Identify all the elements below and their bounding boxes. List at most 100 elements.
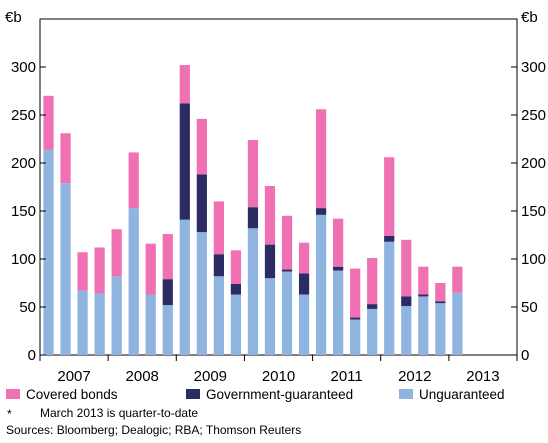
y-tick-label-left: 50 xyxy=(19,299,36,316)
y-axis-left: 0 50 100 150 200 250 300 xyxy=(11,59,46,364)
y-tick-label-right: 0 xyxy=(521,347,529,364)
bar-covered-bonds xyxy=(264,186,276,245)
bar-unguaranteed xyxy=(111,276,122,355)
legend-swatch-covered-bonds xyxy=(6,389,20,399)
bar-government-guaranteed xyxy=(298,273,310,295)
right-unit-label: €b xyxy=(521,9,538,26)
bar-covered-bonds xyxy=(94,247,105,294)
bar-unguaranteed xyxy=(94,293,105,355)
bar-government-guaranteed xyxy=(315,208,327,215)
bar-unguaranteed xyxy=(298,294,310,355)
bar-unguaranteed xyxy=(281,271,293,355)
bar-government-guaranteed xyxy=(401,296,412,307)
footnote-marker: * xyxy=(7,407,12,421)
x-axis: 2007 2008 2009 2010 2011 2012 2013 xyxy=(39,355,518,385)
bar-covered-bonds xyxy=(298,242,310,274)
bar-unguaranteed xyxy=(418,296,429,355)
y-tick-label-left: 200 xyxy=(11,155,36,172)
bar-government-guaranteed xyxy=(418,294,429,297)
bar-government-guaranteed xyxy=(350,317,361,320)
sources-text: Sources: Bloomberg; Dealogic; RBA; Thoms… xyxy=(6,423,301,437)
bar-covered-bonds xyxy=(315,109,327,209)
bar-covered-bonds xyxy=(435,283,446,302)
plot-frame xyxy=(39,18,518,356)
bar-covered-bonds xyxy=(401,239,412,297)
bar-covered-bonds xyxy=(77,252,88,291)
left-unit-label: €b xyxy=(5,9,22,26)
bar-covered-bonds xyxy=(384,157,395,236)
bar-government-guaranteed xyxy=(213,254,224,277)
y-tick-label-right: 300 xyxy=(521,59,546,76)
bar-government-guaranteed xyxy=(162,279,173,306)
bar-government-guaranteed xyxy=(247,207,259,229)
bars-group xyxy=(43,65,463,355)
bar-covered-bonds xyxy=(333,218,344,267)
bar-unguaranteed xyxy=(230,294,242,355)
y-tick-label-left: 150 xyxy=(11,203,36,220)
y-tick-label-right: 200 xyxy=(521,155,546,172)
y-tick-label-left: 300 xyxy=(11,59,36,76)
bar-covered-bonds xyxy=(230,250,242,284)
bar-unguaranteed xyxy=(162,305,173,355)
bar-unguaranteed xyxy=(247,228,259,355)
bar-government-guaranteed xyxy=(367,304,378,309)
bar-unguaranteed xyxy=(60,183,71,355)
bar-government-guaranteed xyxy=(179,103,190,220)
bar-covered-bonds xyxy=(60,133,71,184)
bar-unguaranteed xyxy=(384,241,395,355)
bar-government-guaranteed xyxy=(333,266,344,271)
bar-covered-bonds xyxy=(179,65,190,104)
y-axis-right: 0 50 100 150 200 250 300 xyxy=(511,59,546,364)
bar-unguaranteed xyxy=(333,270,344,355)
legend-label-covered-bonds: Covered bonds xyxy=(26,387,118,402)
bar-covered-bonds xyxy=(367,258,378,305)
bar-unguaranteed xyxy=(435,303,446,355)
x-tick-label-2011: 2011 xyxy=(331,368,363,385)
x-tick-label-2009: 2009 xyxy=(194,368,227,385)
bar-unguaranteed xyxy=(315,214,327,355)
bar-government-guaranteed xyxy=(230,283,242,295)
bar-covered-bonds xyxy=(111,229,122,277)
legend-swatch-unguaranteed xyxy=(399,389,413,399)
bar-unguaranteed xyxy=(213,276,224,355)
bar-covered-bonds xyxy=(452,266,463,293)
y-tick-label-left: 100 xyxy=(11,251,36,268)
bar-covered-bonds xyxy=(196,118,207,175)
bar-unguaranteed xyxy=(43,149,54,355)
bar-covered-bonds xyxy=(162,234,173,280)
bar-covered-bonds xyxy=(128,152,139,209)
bar-unguaranteed xyxy=(128,208,139,355)
bar-covered-bonds xyxy=(145,243,156,295)
bar-covered-bonds xyxy=(43,95,54,150)
bar-covered-bonds xyxy=(247,139,259,208)
legend-label-unguaranteed: Unguaranteed xyxy=(419,387,505,402)
legend: Covered bonds Government-guaranteed Ungu… xyxy=(6,387,505,402)
bar-unguaranteed xyxy=(77,290,88,355)
bar-unguaranteed xyxy=(452,292,463,355)
x-tick-label-2010: 2010 xyxy=(262,368,295,385)
bar-unguaranteed xyxy=(145,294,156,355)
y-tick-label-right: 100 xyxy=(521,251,546,268)
y-tick-label-left: 0 xyxy=(28,347,36,364)
legend-label-government-guaranteed: Government-guaranteed xyxy=(206,387,353,402)
bar-unguaranteed xyxy=(196,232,207,355)
bar-government-guaranteed xyxy=(196,174,207,233)
bar-government-guaranteed xyxy=(264,244,276,279)
y-tick-label-right: 250 xyxy=(521,107,546,124)
bar-unguaranteed xyxy=(179,219,190,355)
y-tick-label-right: 50 xyxy=(521,299,538,316)
x-tick-label-2007: 2007 xyxy=(57,368,90,385)
y-tick-label-right: 150 xyxy=(521,203,546,220)
bar-unguaranteed xyxy=(350,319,361,355)
bar-government-guaranteed xyxy=(281,269,293,272)
bar-covered-bonds xyxy=(281,215,293,270)
bar-government-guaranteed xyxy=(384,235,395,242)
x-tick-label-2012: 2012 xyxy=(398,368,431,385)
legend-swatch-government-guaranteed xyxy=(186,389,200,399)
footnote-text: March 2013 is quarter-to-date xyxy=(40,406,198,420)
x-tick-label-2008: 2008 xyxy=(126,368,159,385)
bar-covered-bonds xyxy=(213,201,224,255)
bar-unguaranteed xyxy=(264,278,276,355)
bar-covered-bonds xyxy=(350,268,361,318)
